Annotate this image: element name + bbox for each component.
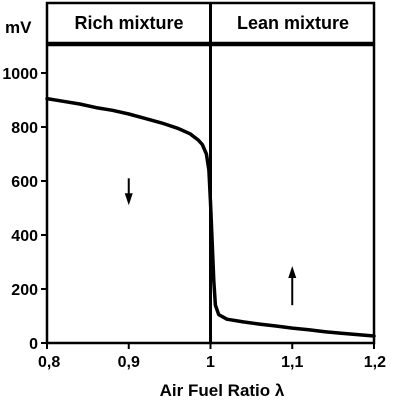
x-tick-label: 1,2 <box>364 354 386 371</box>
y-tick-label: 800 <box>11 120 38 137</box>
y-tick-label: 1000 <box>2 66 38 83</box>
y-tick-label: 400 <box>11 228 38 245</box>
y-tick-label: 600 <box>11 174 38 191</box>
y-tick-label: 200 <box>11 282 38 299</box>
arrow-up-icon <box>288 266 297 306</box>
y-unit-label: mV <box>5 18 32 37</box>
region-label-rich: Rich mixture <box>74 13 183 33</box>
x-tick-label: 0,9 <box>118 354 140 371</box>
x-axis: 0,8 0,9 1 1,1 1,2 <box>38 343 386 371</box>
x-axis-title: Air Fuel Ratio λ <box>160 381 285 400</box>
x-tick-label: 1 <box>206 354 215 371</box>
arrow-down-icon <box>124 178 133 206</box>
curve-layer <box>45 96 376 338</box>
voltage-curve <box>45 96 376 338</box>
region-label-lean: Lean mixture <box>237 13 349 33</box>
x-tick-label: 1,1 <box>281 354 303 371</box>
y-tick-label: 0 <box>29 336 38 353</box>
arrow-layer <box>124 178 297 306</box>
y-axis: 0 200 400 600 800 1000 <box>2 66 47 353</box>
x-tick-label: 0,8 <box>38 354 60 371</box>
